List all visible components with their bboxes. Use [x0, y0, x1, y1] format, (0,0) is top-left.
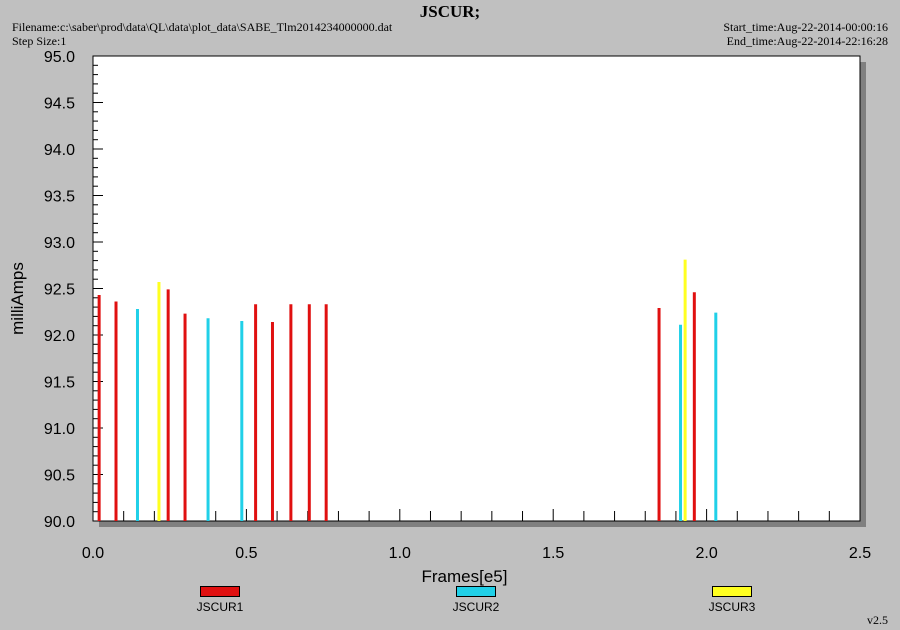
y-axis-title: milliAmps: [8, 262, 27, 335]
y-tick-label: 93.5: [44, 189, 75, 206]
version-label: v2.5: [867, 613, 888, 627]
x-tick-label: 2.0: [695, 545, 717, 562]
legend-swatch: [456, 586, 496, 597]
legend-label: JSCUR3: [708, 600, 756, 614]
y-tick-label: 90.5: [44, 468, 75, 485]
legend-swatch: [712, 586, 752, 597]
legend-label: JSCUR2: [452, 600, 500, 614]
y-tick-label: 91.5: [44, 375, 75, 392]
y-tick-label: 93.0: [44, 235, 75, 252]
step-size-label: Step Size:1: [12, 34, 67, 48]
y-tick-label: 94.0: [44, 142, 75, 159]
plot-background: [92, 55, 861, 522]
x-axis-title: Frames[e5]: [422, 567, 508, 586]
start-time-label: Start_time:Aug-22-2014-00:00:16: [723, 20, 888, 34]
x-tick-label: 0.5: [235, 545, 257, 562]
legend-swatch: [200, 586, 240, 597]
y-tick-label: 90.0: [44, 514, 75, 531]
x-tick-label: 1.5: [542, 545, 564, 562]
x-tick-label: 2.5: [849, 545, 871, 562]
legend-item-jscur2: JSCUR2: [416, 586, 536, 614]
y-tick-label: 92.0: [44, 328, 75, 345]
y-tick-label: 94.5: [44, 96, 75, 113]
chart-title: JSCUR;: [419, 2, 481, 21]
filename-label: Filename:c:\saber\prod\data\QL\data\plot…: [12, 20, 393, 34]
end-time-label: End_time:Aug-22-2014-22:16:28: [726, 34, 888, 48]
legend-item-jscur3: JSCUR3: [672, 586, 792, 614]
y-tick-label: 91.0: [44, 421, 75, 438]
y-tick-label: 95.0: [44, 49, 75, 66]
x-tick-label: 1.0: [389, 545, 411, 562]
x-tick-label: 0.0: [82, 545, 104, 562]
legend-label: JSCUR1: [196, 600, 244, 614]
legend-item-jscur1: JSCUR1: [160, 586, 280, 614]
y-tick-label: 92.5: [44, 282, 75, 299]
